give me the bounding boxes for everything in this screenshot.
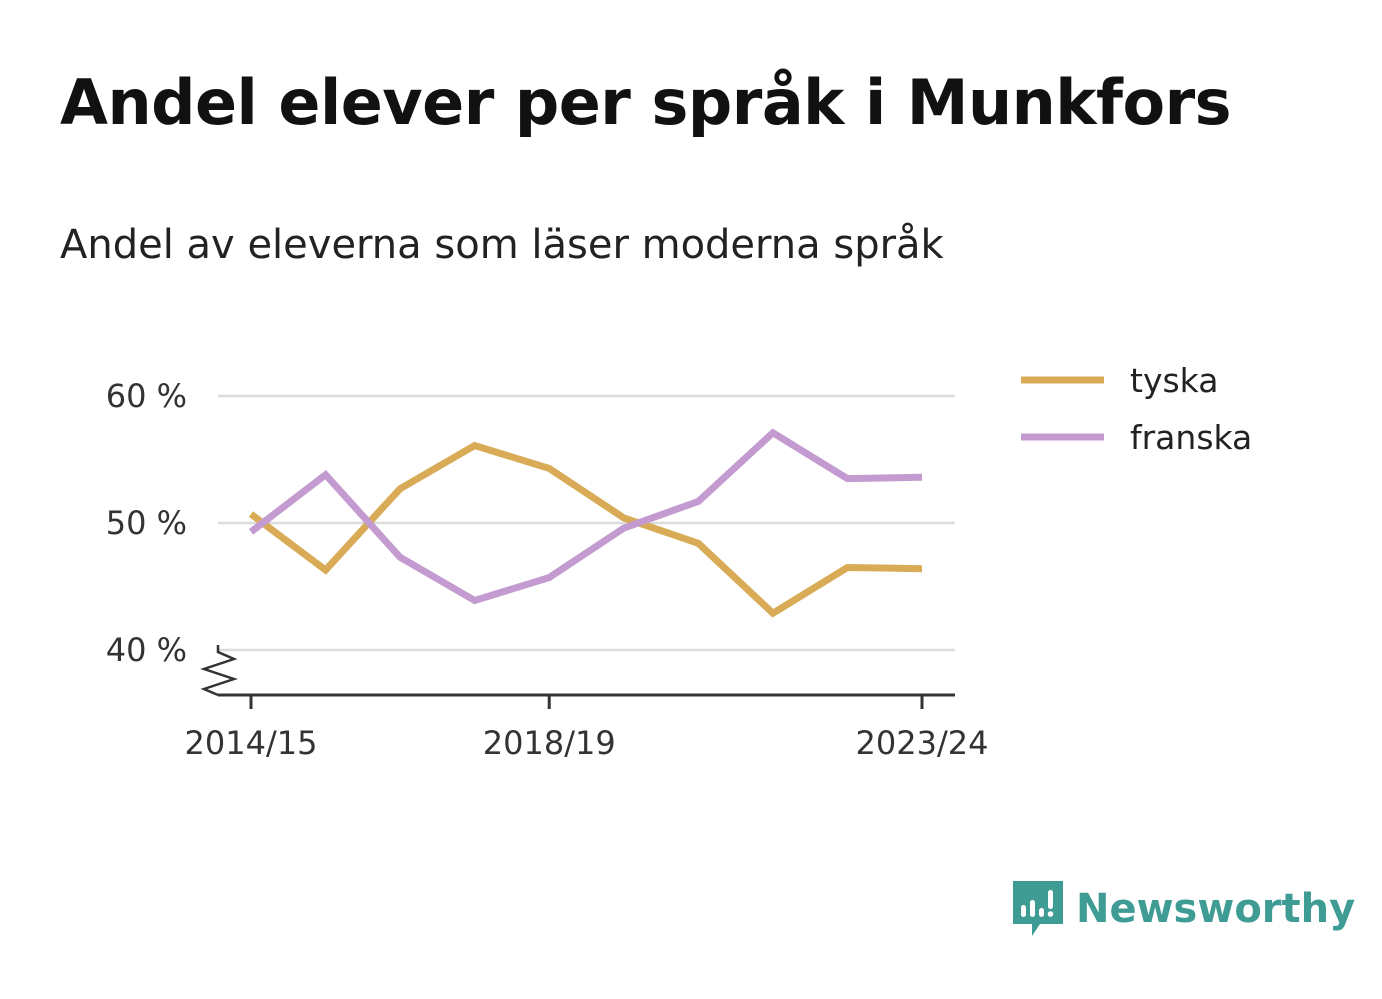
series-lines xyxy=(248,428,923,618)
chart-title: Andel elever per språk i Munkfors xyxy=(60,66,1232,139)
legend-label-franska: franska xyxy=(1130,418,1252,457)
legend-label-tyska: tyska xyxy=(1130,361,1218,400)
y-tick-label: 50 % xyxy=(106,504,187,542)
newsworthy-logo-icon xyxy=(1013,881,1063,936)
legend: tyska franska xyxy=(1021,361,1252,457)
series-line-tyska xyxy=(248,441,923,618)
axis-break-marker xyxy=(200,645,238,697)
x-axis xyxy=(200,645,955,709)
gridlines xyxy=(218,394,955,652)
x-tick-label: 2018/19 xyxy=(483,724,616,762)
x-tick-label: 2014/15 xyxy=(185,724,318,762)
brand-logo: Newsworthy xyxy=(1010,878,1355,940)
brand-name: Newsworthy xyxy=(1076,886,1356,932)
y-tick-label: 40 % xyxy=(106,631,187,669)
series-line-franska xyxy=(248,428,923,605)
y-tick-label: 60 % xyxy=(106,377,187,415)
chart-subtitle: Andel av eleverna som läser moderna språ… xyxy=(60,222,944,268)
y-axis-labels: 40 % 50 % 60 % xyxy=(106,377,187,669)
x-axis-labels: 2014/15 2018/19 2023/24 xyxy=(185,724,989,762)
x-tick-label: 2023/24 xyxy=(856,724,989,762)
